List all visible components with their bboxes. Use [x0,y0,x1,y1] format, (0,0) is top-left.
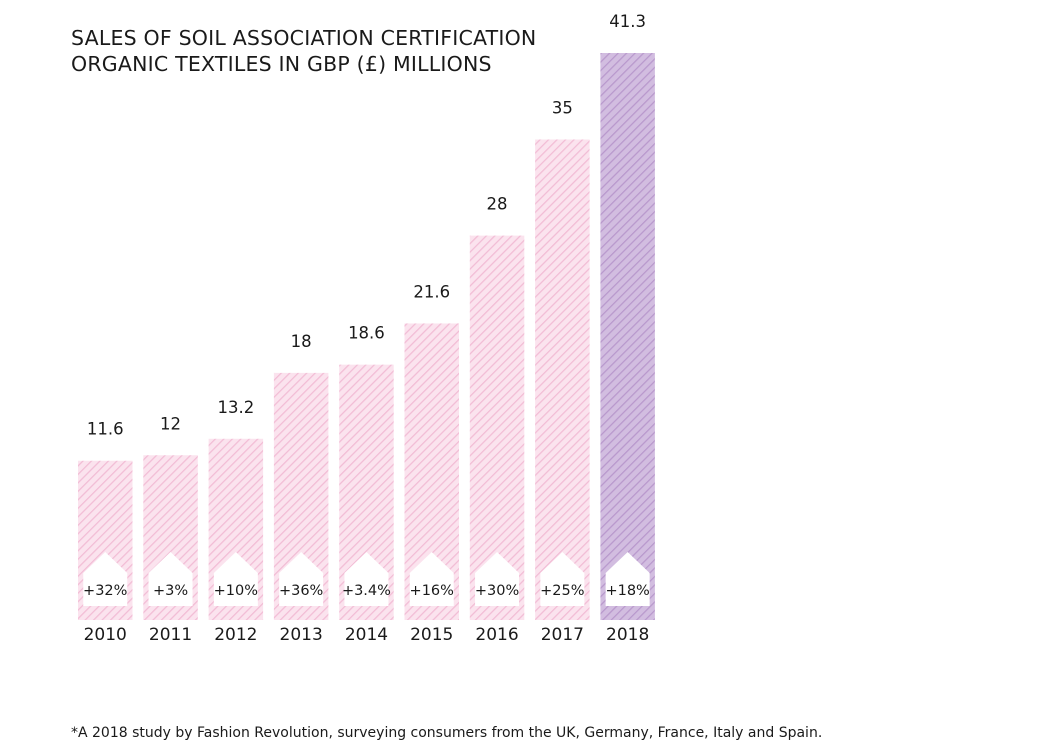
growth-label-2018: +18% [605,583,649,599]
value-label-2011: 12 [160,414,181,433]
chart-title: SALES OF SOIL ASSOCIATION CERTIFICATION … [71,25,591,77]
x-tick-label-2011: 2011 [149,625,192,645]
footnote: *A 2018 study by Fashion Revolution, sur… [71,725,823,741]
growth-badge-2011 [148,552,193,606]
growth-badge-2015 [409,552,454,606]
x-tick-label-2015: 2015 [410,625,453,645]
x-tick-label-2018: 2018 [606,625,649,645]
value-label-2010: 11.6 [87,420,124,439]
value-label-2012: 13.2 [217,398,254,417]
value-label-2014: 18.6 [348,324,385,343]
x-tick-label-2013: 2013 [280,625,323,645]
bar-2018 [600,53,655,620]
x-tick-label-2016: 2016 [475,625,518,645]
x-tick-label-2017: 2017 [541,625,584,645]
growth-label-2011: +3% [153,583,188,599]
x-tick-label-2014: 2014 [345,625,388,645]
growth-label-2013: +36% [279,583,323,599]
bar-chart: +32% 11.6 2010 +3% 12 2011 +10% 13.2 2012 +36% 18 2… [78,12,655,645]
growth-label-2014: +3.4% [342,583,391,599]
growth-label-2015: +16% [410,583,454,599]
growth-badge-2017 [540,552,585,606]
chart-title-line-2: ORGANIC TEXTILES IN GBP (£) MILLIONS [71,52,492,76]
growth-label-2017: +25% [540,583,584,599]
value-label-2016: 28 [487,195,508,214]
value-label-2015: 21.6 [413,282,450,301]
x-tick-label-2010: 2010 [84,625,127,645]
growth-badge-2013 [279,552,324,606]
growth-label-2010: +32% [83,583,127,599]
growth-badge-2010 [83,552,128,606]
value-label-2017: 35 [552,98,573,117]
growth-badge-2016 [475,552,520,606]
x-tick-label-2012: 2012 [214,625,257,645]
chart-title-line-1: SALES OF SOIL ASSOCIATION CERTIFICATION [71,26,537,50]
value-label-2018: 41.3 [609,12,646,31]
growth-label-2016: +30% [475,583,519,599]
growth-badge-2012 [213,552,258,606]
bar-2017 [535,139,590,621]
growth-badge-2018 [605,552,650,606]
value-label-2013: 18 [291,332,312,351]
growth-badge-2014 [344,552,389,606]
bars: +32% 11.6 2010 +3% 12 2011 +10% 13.2 2012 +36% 18 2… [78,12,655,645]
growth-label-2012: +10% [214,583,258,599]
